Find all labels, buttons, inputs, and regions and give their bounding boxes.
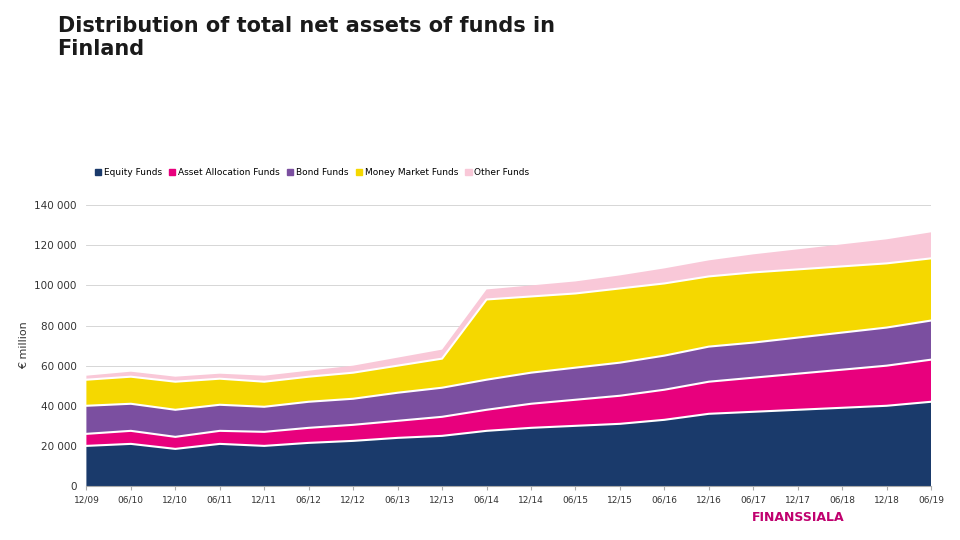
Text: FINANSSIALA: FINANSSIALA	[753, 511, 845, 524]
Legend: Equity Funds, Asset Allocation Funds, Bond Funds, Money Market Funds, Other Fund: Equity Funds, Asset Allocation Funds, Bo…	[91, 165, 533, 181]
Text: Distribution of total net assets of funds in
Finland: Distribution of total net assets of fund…	[58, 16, 555, 59]
Y-axis label: € million: € million	[18, 322, 29, 369]
